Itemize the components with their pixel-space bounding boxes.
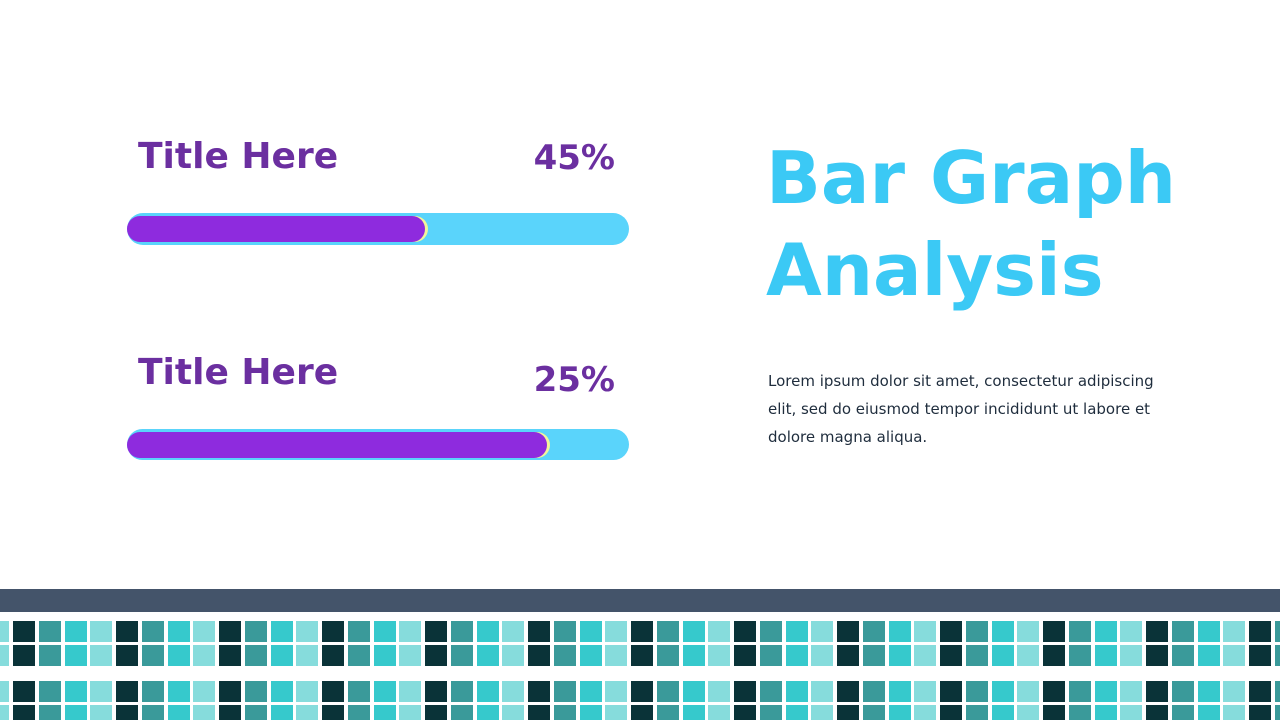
footer-band [0,589,1280,612]
item-value: 25% [533,360,615,400]
heading-line: Bar Graph [766,136,1177,220]
body-text: Lorem ipsum dolor sit amet, consectetur … [768,372,1154,446]
progress-fill [127,216,425,242]
item-title: Title Here [138,352,339,393]
progress-fill [127,432,547,458]
heading-line: Analysis [766,228,1104,312]
item-value: 45% [533,138,615,178]
item-title: Title Here [138,136,339,177]
tile-pattern [0,612,1280,720]
heading: Bar Graph Analysis [766,132,1176,316]
tiles [0,612,1280,720]
